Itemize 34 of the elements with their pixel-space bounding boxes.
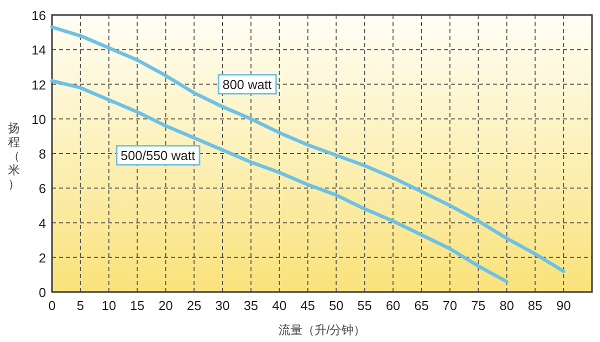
x-tick-label: 55	[357, 298, 372, 313]
x-tick-label: 25	[186, 298, 202, 313]
y-axis-title: 扬程（米）	[8, 121, 20, 191]
y-tick-label: 10	[32, 112, 46, 127]
y-tick-label: 16	[32, 8, 46, 23]
x-tick-label: 65	[414, 298, 429, 313]
x-tick-label: 30	[215, 298, 230, 313]
x-tick-label: 75	[471, 298, 486, 313]
x-tick-label: 90	[556, 298, 571, 313]
y-tick-label: 4	[38, 216, 46, 231]
x-tick-label: 40	[272, 298, 287, 313]
line-series	[50, 79, 508, 284]
x-tick-label: 45	[300, 298, 316, 313]
x-tick-label: 35	[244, 298, 258, 313]
y-tick-label: 12	[32, 77, 46, 92]
x-axis-title: 流量（升/分钟）	[278, 323, 366, 337]
y-tick-label: 0	[38, 285, 46, 300]
x-tick-label: 80	[500, 298, 514, 313]
x-tick-label: 50	[328, 298, 344, 313]
series-label: 800 watt	[222, 76, 272, 92]
x-tick-label: 0	[48, 298, 56, 313]
series-label: 500/550 watt	[120, 148, 196, 163]
x-tick-label: 5	[76, 298, 84, 313]
x-tick-label: 70	[442, 298, 458, 313]
x-tick-label: 60	[386, 298, 400, 313]
x-tick-label: 15	[130, 298, 144, 313]
x-tick-label: 20	[158, 298, 173, 313]
x-tick-label: 10	[102, 298, 116, 313]
y-tick-label: 14	[32, 42, 46, 58]
y-tick-label: 6	[38, 181, 46, 196]
y-tick-label: 8	[38, 146, 46, 162]
y-tick-label: 2	[38, 250, 46, 266]
x-tick-label: 85	[528, 298, 542, 313]
line-series	[50, 25, 566, 273]
